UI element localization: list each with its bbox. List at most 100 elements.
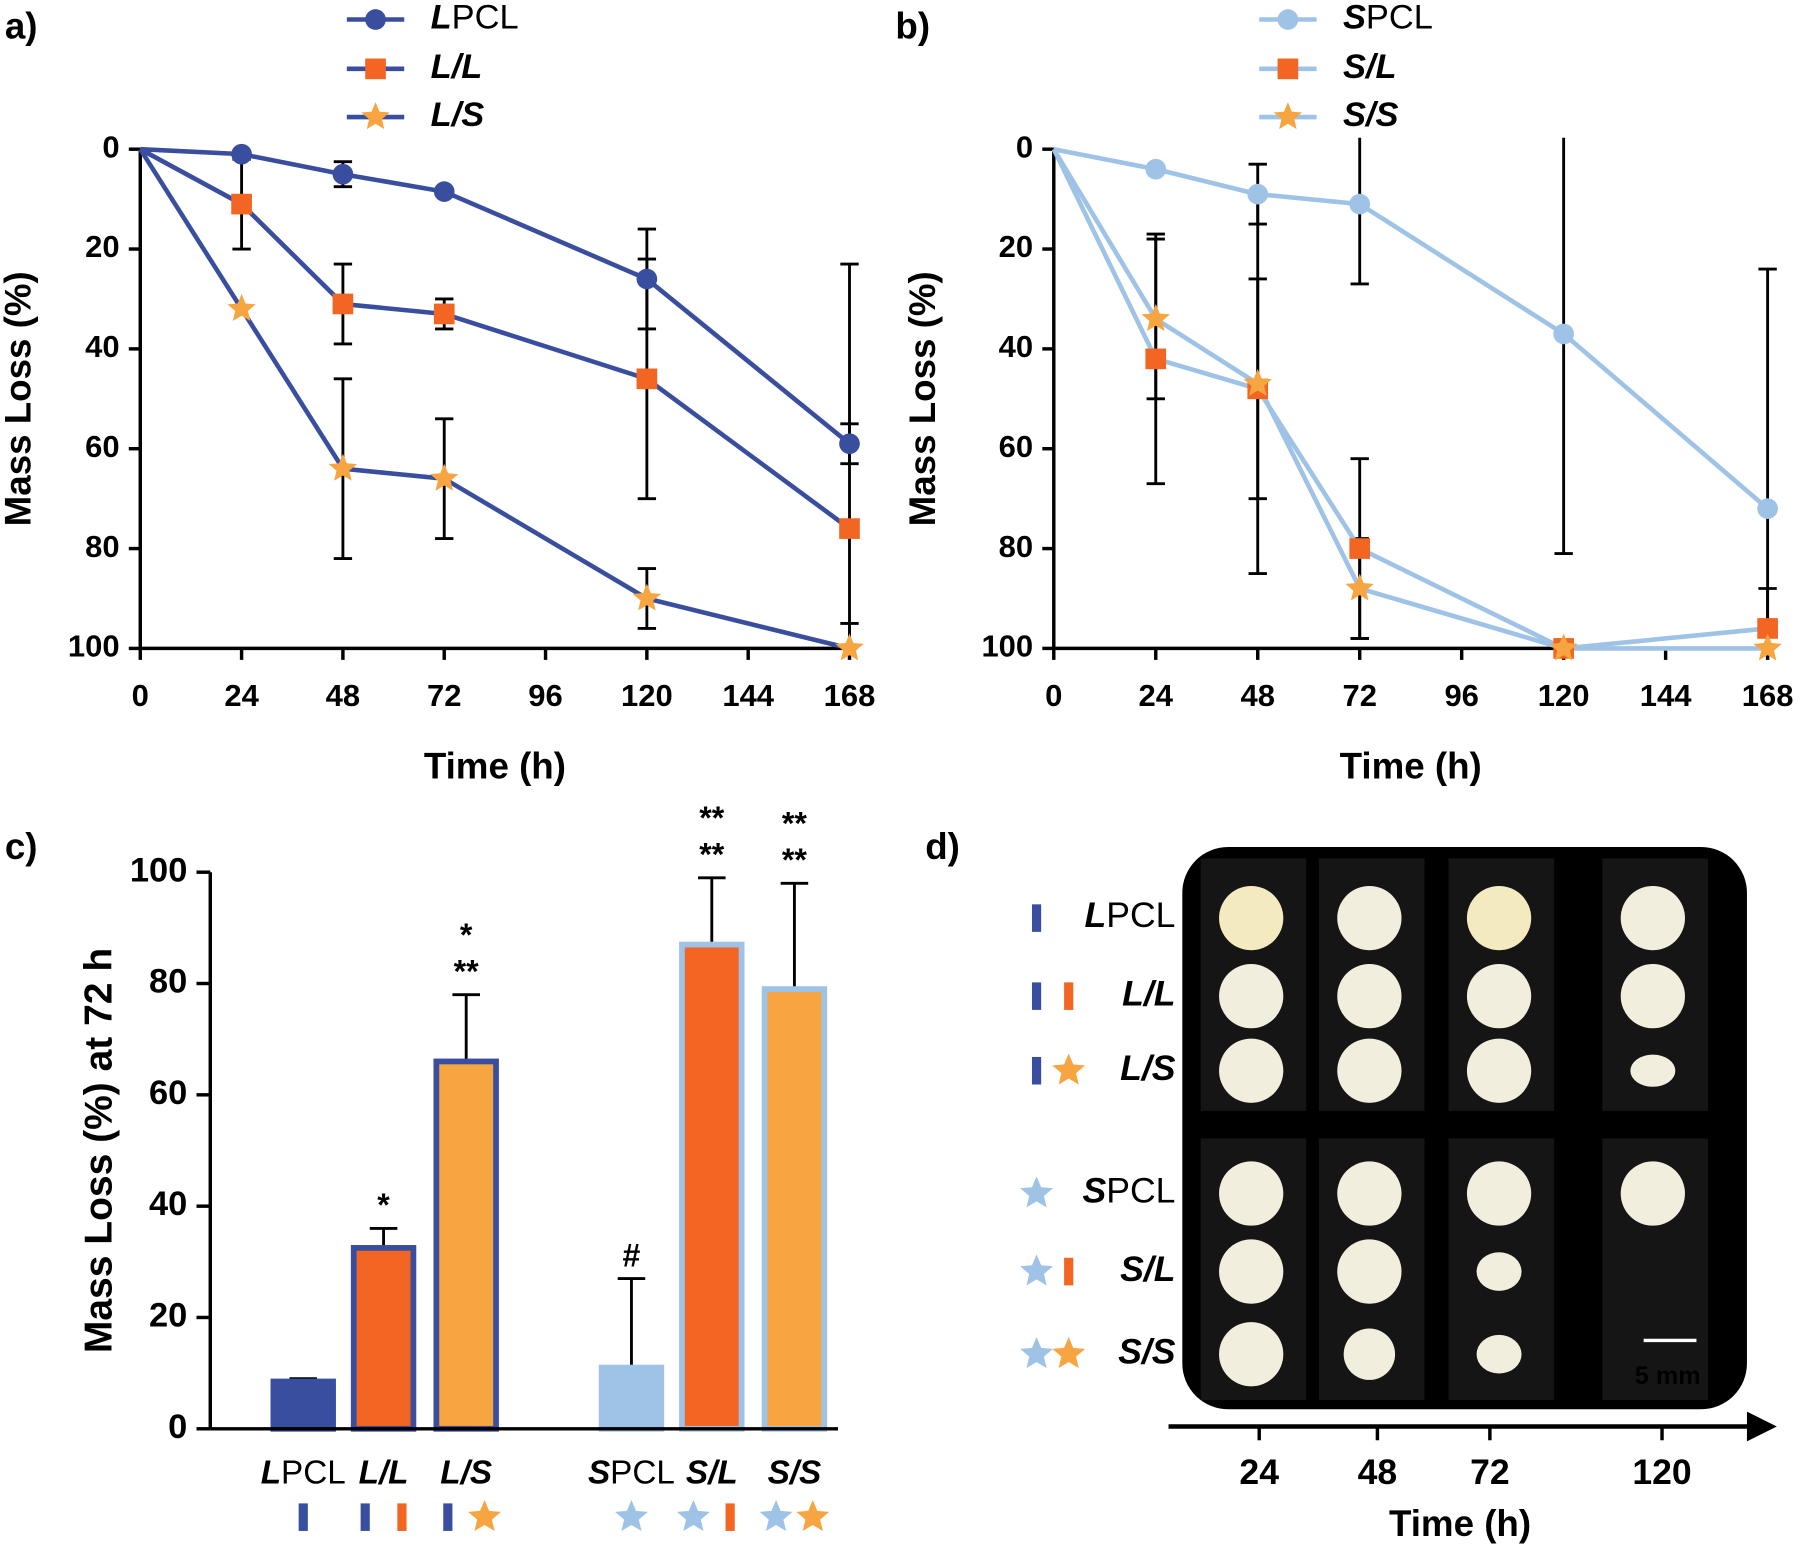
data-point: [328, 453, 358, 481]
legend-marker: [365, 58, 386, 80]
significance-mark: **: [699, 837, 725, 873]
y-tick-label: 20: [999, 229, 1033, 264]
sample-disc: [1219, 885, 1284, 951]
row-label: SPCL: [1083, 1171, 1176, 1211]
legend-icon: [397, 1503, 407, 1531]
legend-icon: [759, 1499, 793, 1532]
y-tick-label: 0: [1016, 129, 1033, 164]
data-point: [1553, 323, 1574, 345]
y-tick-label: 20: [149, 1297, 187, 1335]
legend-label: L/L: [431, 48, 483, 86]
sample-disc: [1630, 1054, 1676, 1087]
x-tick-label: 168: [824, 678, 876, 713]
x-tick-label: 48: [326, 678, 360, 713]
panel-label: a): [5, 5, 38, 46]
time-tick-label: 48: [1358, 1452, 1398, 1492]
x-tick-label: 144: [1640, 678, 1692, 713]
x-axis-title: Time (h): [1340, 746, 1482, 787]
data-point: [1757, 498, 1778, 519]
y-tick-label: 40: [85, 329, 119, 364]
x-tick-label: S/S: [768, 1454, 822, 1491]
series-line: [1051, 148, 1768, 651]
legend-icon: [677, 1499, 710, 1532]
data-point: [1243, 368, 1272, 396]
sample-disc: [1337, 1239, 1402, 1304]
legend-icon: [468, 1499, 501, 1532]
sample-disc: [1337, 964, 1402, 1029]
legend-icon: [1064, 982, 1074, 1010]
sample-disc: [1343, 1328, 1396, 1380]
time-tick-label: 72: [1470, 1452, 1510, 1492]
x-tick-label: 24: [1139, 678, 1174, 713]
significance-mark: **: [699, 800, 725, 836]
sample-disc: [1219, 1038, 1284, 1103]
legend-marker: [1273, 102, 1303, 130]
data-point: [636, 368, 658, 390]
significance-mark: **: [782, 842, 808, 878]
sample-disc: [1337, 1161, 1402, 1226]
legend-icon: [1031, 982, 1042, 1010]
y-axis-title: Mass Loss (%): [0, 271, 39, 526]
legend-icon: [1031, 904, 1042, 932]
y-tick-label: 60: [999, 429, 1033, 464]
legend-label: L/S: [431, 96, 485, 134]
x-tick-label: S/L: [686, 1454, 738, 1491]
data-point: [839, 518, 860, 539]
x-tick-label: 24: [224, 678, 259, 713]
bar: [598, 1364, 665, 1432]
sample-disc: [1219, 1161, 1284, 1226]
row-label: S/L: [1120, 1249, 1175, 1289]
significance-mark: **: [454, 953, 480, 989]
data-point: [1349, 538, 1371, 559]
plot-area: [1051, 137, 1777, 652]
sample-disc: [1620, 964, 1685, 1029]
sample-disc: [1219, 964, 1284, 1029]
y-tick-label: 80: [85, 529, 119, 564]
y-tick-label: 100: [68, 629, 120, 664]
series-line: [138, 147, 851, 651]
series-line: [1051, 148, 1768, 651]
row-label: L/S: [1120, 1048, 1176, 1088]
data-point: [1247, 183, 1269, 205]
data-point: [1345, 573, 1374, 601]
legend-icon: [1020, 1254, 1053, 1286]
sample-disc: [1476, 1252, 1522, 1291]
data-point: [332, 163, 354, 185]
bar: [270, 1378, 336, 1432]
x-tick-label: 72: [427, 678, 461, 713]
data-point: [1549, 633, 1578, 661]
series-line: [139, 147, 851, 531]
time-arrow: [1746, 1411, 1777, 1442]
panel-label: b): [895, 5, 930, 46]
data-point: [632, 583, 662, 611]
x-tick-label: 48: [1241, 678, 1275, 713]
y-axis-title: Mass Loss (%) at 72 h: [78, 948, 121, 1353]
row-label: S/S: [1118, 1332, 1176, 1372]
significance-mark: #: [623, 1237, 641, 1273]
row-label: LPCL: [1085, 895, 1176, 935]
x-tick-label: SPCL: [588, 1454, 675, 1491]
x-tick-label: 120: [1538, 678, 1590, 713]
data-point: [433, 303, 455, 325]
y-axis-title: Mass Loss (%): [902, 271, 943, 526]
significance-mark: **: [782, 805, 808, 841]
series-line: [1053, 146, 1770, 511]
bar: [433, 1058, 499, 1432]
y-tick-label: 20: [85, 229, 119, 264]
scale-bar-label: 5 mm: [1635, 1362, 1701, 1390]
y-tick-label: 60: [85, 429, 119, 464]
x-tick-label: 168: [1742, 678, 1794, 713]
legend-marker: [361, 102, 390, 130]
legend-icon: [443, 1503, 453, 1531]
x-tick-label: 0: [132, 678, 149, 713]
legend-icon: [1031, 1056, 1042, 1085]
x-tick-label: 0: [1045, 678, 1062, 713]
data-point: [1145, 158, 1167, 180]
legend-icon: [725, 1503, 735, 1531]
x-tick-label: 96: [528, 678, 562, 713]
x-tick-label: L/S: [440, 1454, 492, 1491]
legend-icon: [298, 1503, 308, 1531]
y-tick-label: 80: [999, 529, 1033, 564]
panel-label: d): [925, 826, 960, 867]
